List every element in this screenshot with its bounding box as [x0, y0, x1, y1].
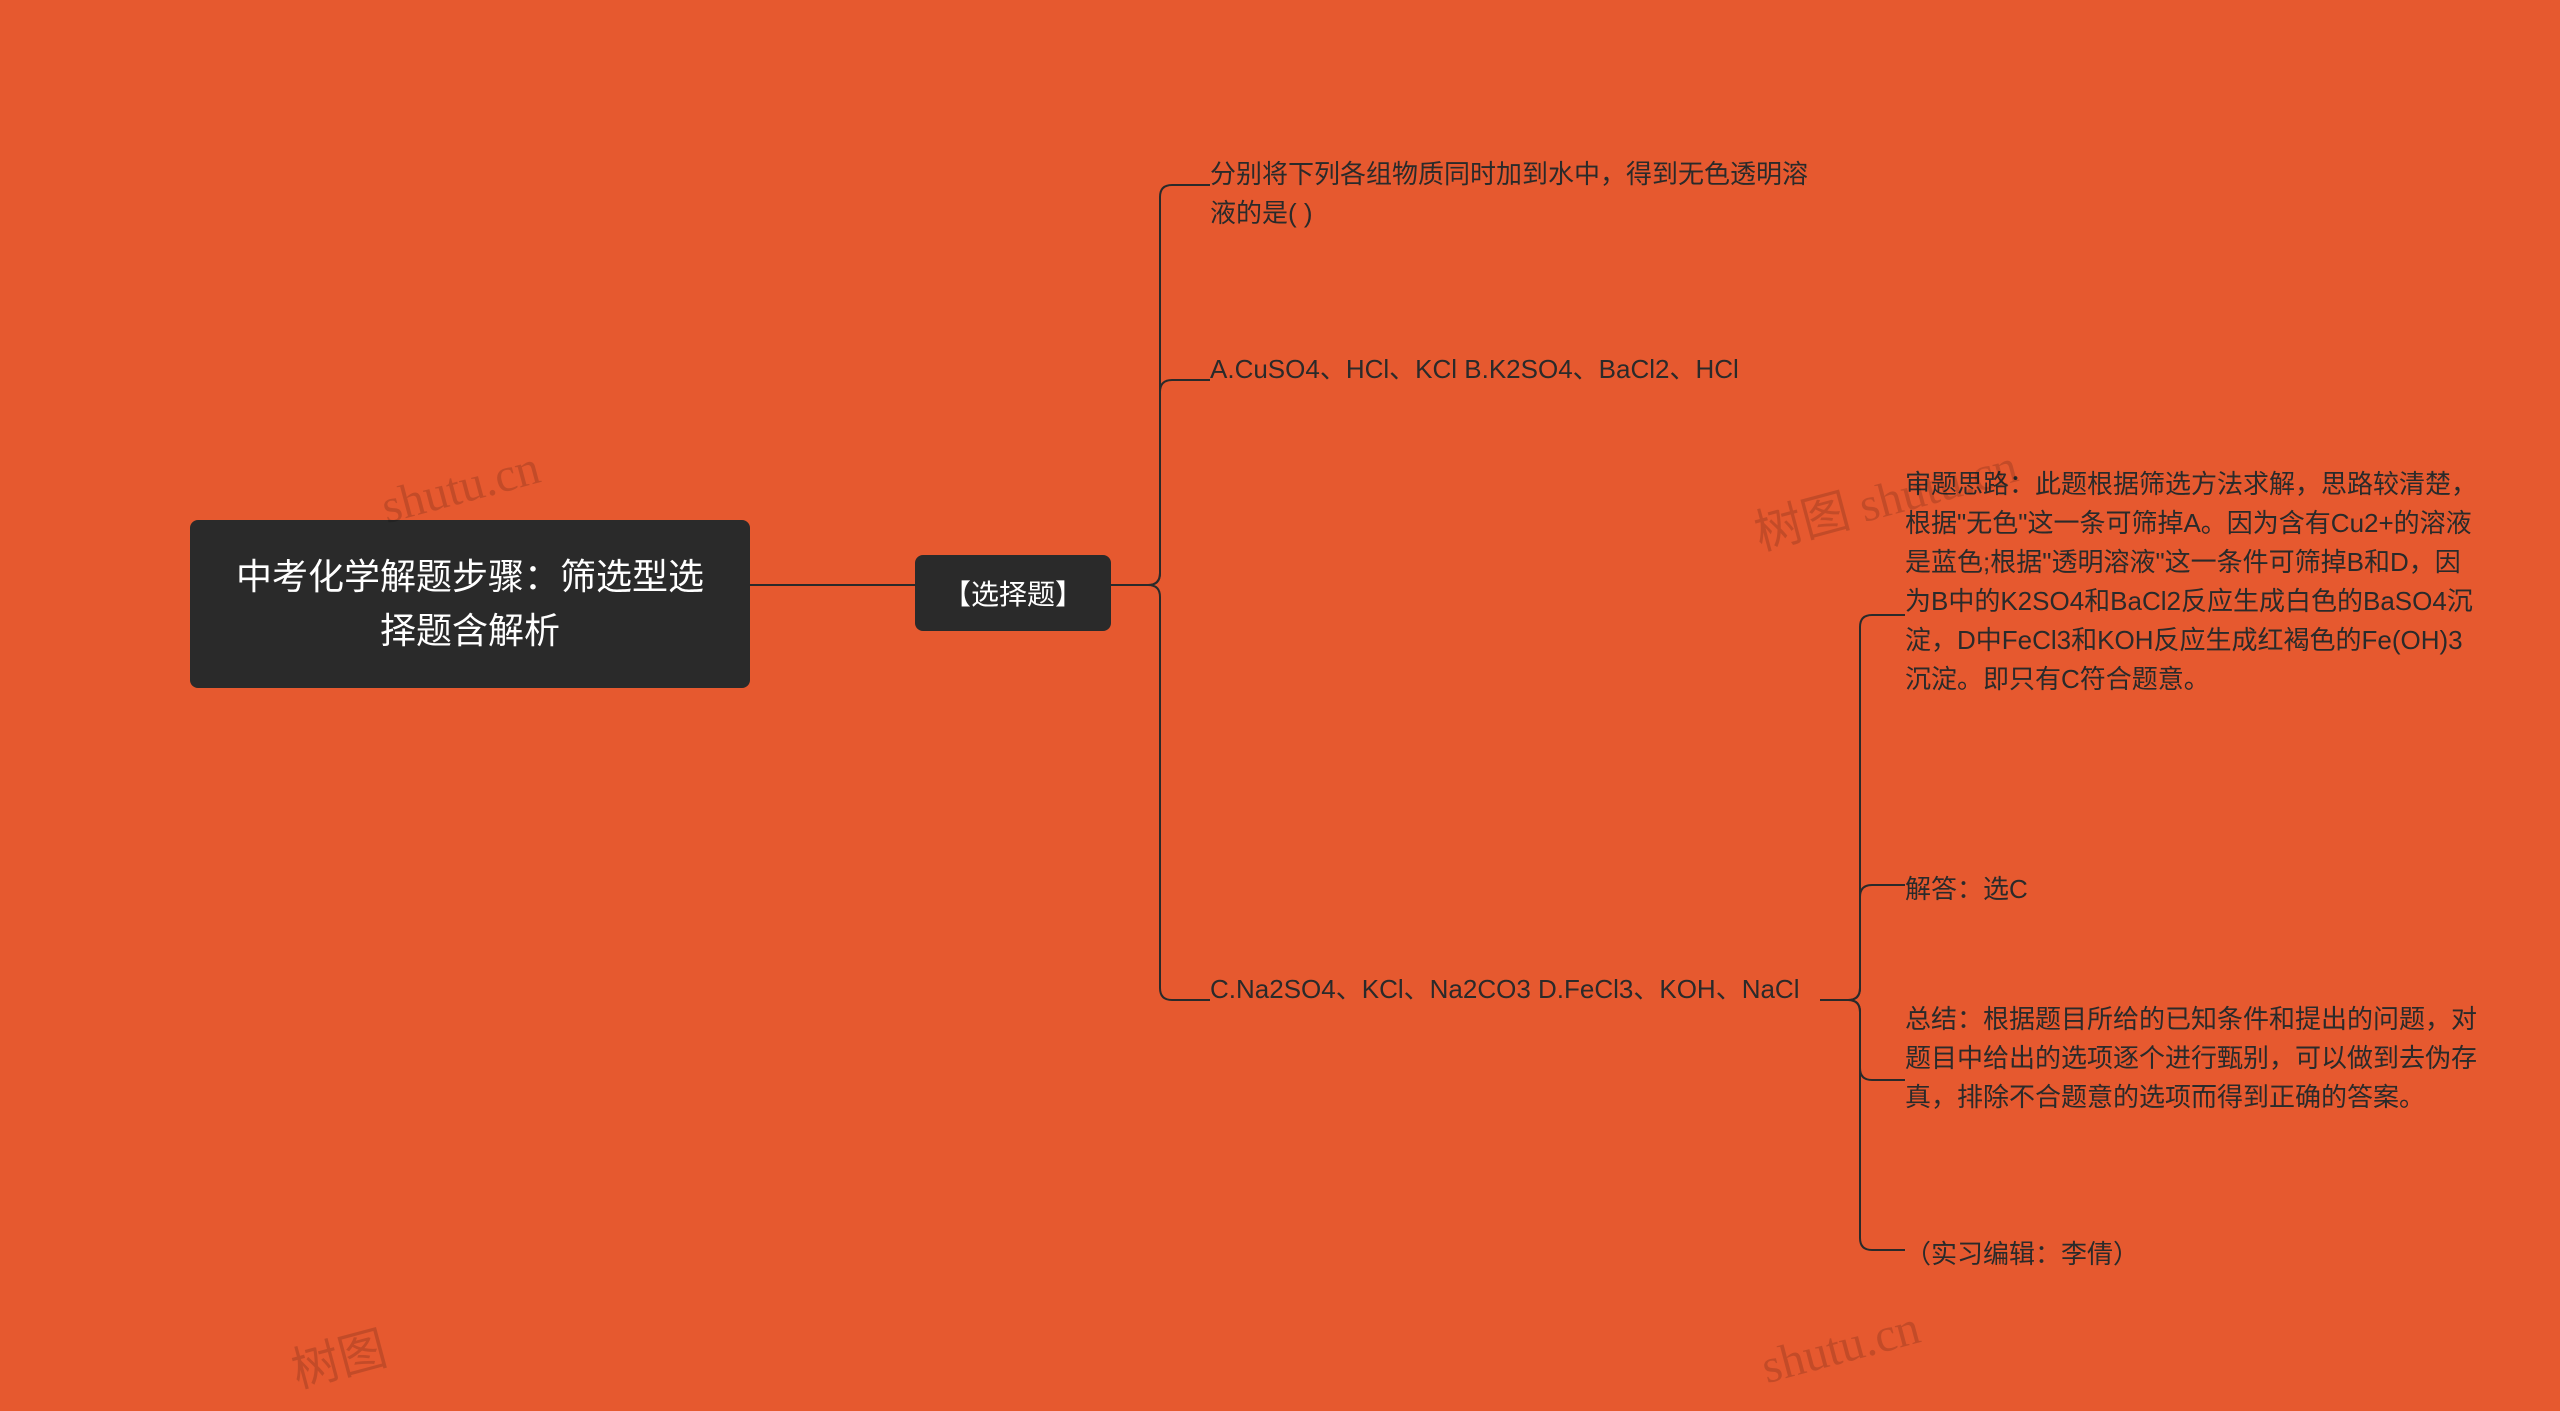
watermark: 树图 [283, 1309, 394, 1401]
root-text: 中考化学解题步骤：筛选型选择题含解析 [236, 556, 704, 651]
leaf-question: 分别将下列各组物质同时加到水中，得到无色透明溶液的是( ) [1210, 155, 1810, 233]
leaf-text: 审题思路：此题根据筛选方法求解，思路较清楚，根据"无色"这一条可筛掉A。因为含有… [1905, 469, 2477, 694]
leaf-text: 总结：根据题目所给的已知条件和提出的问题，对题目中给出的选项逐个进行甄别，可以做… [1905, 1004, 2477, 1112]
leaf-text: C.Na2SO4、KCl、Na2CO3 D.FeCl3、KOH、NaCl [1210, 974, 1799, 1004]
connector-path [1105, 585, 1210, 1000]
leaf-option-cd: C.Na2SO4、KCl、Na2CO3 D.FeCl3、KOH、NaCl [1210, 970, 1820, 1009]
leaf-text: A.CuSO4、HCl、KCl B.K2SO4、BaCl2、HCl [1210, 354, 1739, 384]
leaf-text: （实习编辑：李倩） [1905, 1239, 2139, 1269]
leaf-text: 解答：选C [1905, 874, 2028, 904]
leaf-answer: 解答：选C [1905, 870, 2465, 909]
connector-path [1820, 1000, 1905, 1080]
leaf-analysis: 审题思路：此题根据筛选方法求解，思路较清楚，根据"无色"这一条可筛掉A。因为含有… [1905, 465, 2485, 699]
connector-path [1820, 1000, 1905, 1250]
leaf-editor: （实习编辑：李倩） [1905, 1235, 2465, 1274]
connector-path [1820, 885, 1905, 1000]
watermark: shutu.cn [1756, 1300, 1926, 1395]
leaf-option-ab: A.CuSO4、HCl、KCl B.K2SO4、BaCl2、HCl [1210, 350, 1790, 389]
category-node: 【选择题】 [915, 555, 1111, 631]
connector-path [1105, 380, 1210, 585]
root-node: 中考化学解题步骤：筛选型选择题含解析 [190, 520, 750, 688]
leaf-summary: 总结：根据题目所给的已知条件和提出的问题，对题目中给出的选项逐个进行甄别，可以做… [1905, 1000, 2485, 1117]
connector-path [1820, 615, 1905, 1000]
connector-path [1105, 185, 1210, 585]
leaf-text: 分别将下列各组物质同时加到水中，得到无色透明溶液的是( ) [1210, 159, 1808, 228]
category-text: 【选择题】 [943, 579, 1083, 610]
